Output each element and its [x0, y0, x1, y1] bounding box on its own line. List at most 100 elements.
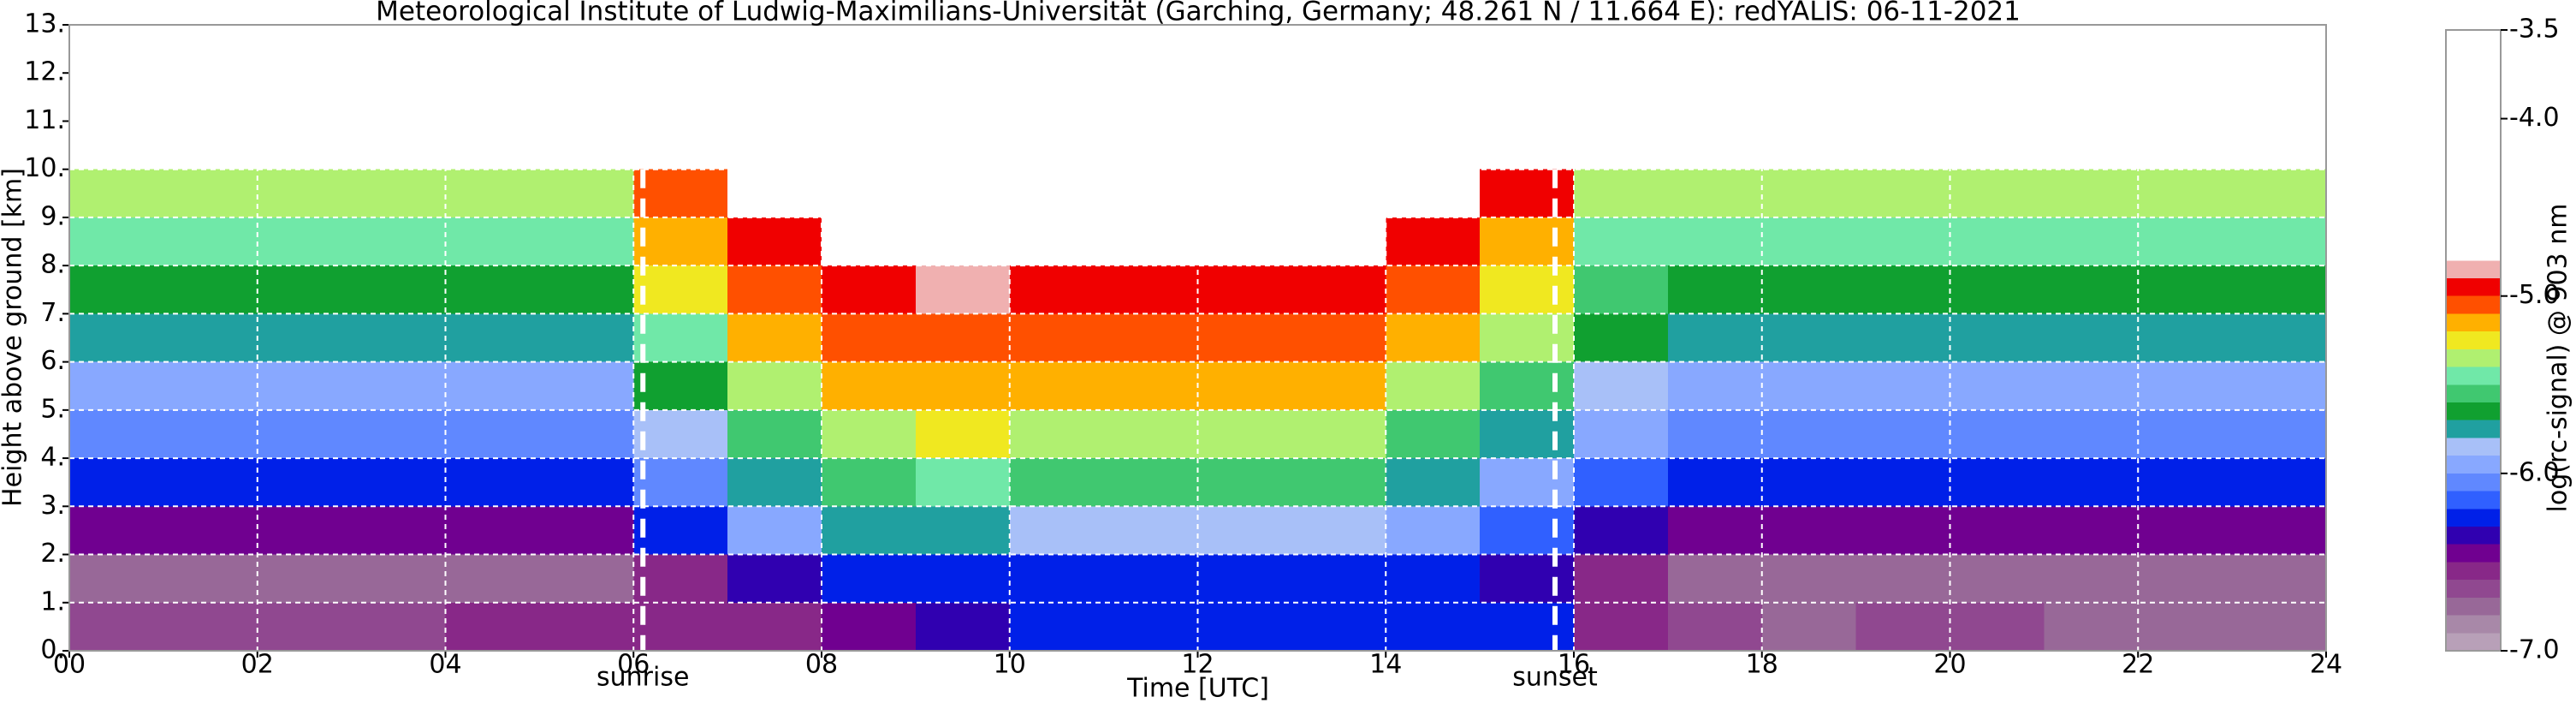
heatmap-cell: [1855, 361, 1950, 410]
heatmap-cell: [915, 361, 1010, 410]
heatmap-cell: [2044, 265, 2139, 314]
heatmap-cell: [539, 265, 634, 314]
heatmap-cell: [2232, 265, 2326, 314]
colorbar-segment: [2446, 278, 2501, 296]
heatmap-cell: [1761, 458, 1856, 507]
heatmap-cell: [1009, 506, 1104, 555]
x-tick-label: 12: [1181, 650, 1214, 680]
colorbar-segment: [2446, 509, 2501, 527]
heatmap-cell: [163, 458, 258, 507]
heatmap-cell: [1480, 217, 1574, 266]
heatmap-cell: [1103, 409, 1198, 459]
colorbar-tick-label: -6.0: [2509, 457, 2560, 487]
heatmap-cell: [633, 602, 728, 651]
heatmap-cell: [727, 265, 822, 314]
heatmap-cell: [1950, 602, 2045, 651]
heatmap-cell: [915, 313, 1010, 362]
y-tick-label: 12.: [24, 57, 65, 87]
heatmap-cell: [1291, 217, 1386, 266]
heatmap-cell: [1197, 458, 1292, 507]
heatmap-cell: [1009, 602, 1104, 651]
heatmap-cell: [257, 602, 352, 651]
heatmap-cell: [539, 506, 634, 555]
colorbar-segment: [2446, 580, 2501, 598]
heatmap-cell: [1855, 458, 1950, 507]
heatmap-cell: [1009, 265, 1104, 314]
heatmap-cell: [1480, 409, 1574, 459]
heatmap-cell: [2138, 458, 2233, 507]
heatmap-cell: [822, 409, 916, 459]
heatmap-cell: [351, 169, 446, 217]
heatmap-cell: [1386, 169, 1481, 217]
heatmap-cell: [163, 217, 258, 266]
heatmap-cell: [1103, 602, 1198, 651]
heatmap-cell: [1103, 361, 1198, 410]
heatmap-cell: [1574, 554, 1668, 603]
heatmap-cell: [2138, 554, 2233, 603]
heatmap-cell: [351, 265, 446, 314]
heatmap-cell: [1291, 169, 1386, 217]
heatmap-cell: [822, 265, 916, 314]
heatmap-cell: [1009, 458, 1104, 507]
heatmap-cell: [1197, 169, 1292, 217]
x-tick-label: 20: [1933, 650, 1966, 680]
colorbar-tick-label: -7.0: [2509, 635, 2560, 665]
heatmap-cell: [727, 506, 822, 555]
y-tick-label: 9.: [40, 201, 65, 231]
heatmap-cell: [2232, 361, 2326, 410]
heatmap-cell: [1103, 313, 1198, 362]
heatmap-cell: [2044, 602, 2139, 651]
heatmap-cell: [2138, 602, 2233, 651]
heatmap-cell: [915, 217, 1010, 266]
heatmap-cell: [1291, 458, 1386, 507]
heatmap-cell: [822, 554, 916, 603]
heatmap-cell: [1950, 409, 2045, 459]
heatmap-cell: [69, 313, 163, 362]
heatmap-cell: [351, 409, 446, 459]
heatmap-cell: [2044, 361, 2139, 410]
heatmap-cell: [2138, 313, 2233, 362]
heatmap-cell: [351, 602, 446, 651]
heatmap-cell: [445, 169, 540, 217]
heatmap-cell: [1667, 361, 1762, 410]
colorbar-segment: [2446, 473, 2501, 492]
heatmap-cell: [1197, 554, 1292, 603]
heatmap-cell: [1009, 169, 1104, 217]
heatmap-cell: [1950, 554, 2045, 603]
heatmap-cell: [163, 265, 258, 314]
heatmap-cell: [727, 554, 822, 603]
heatmap-cell: [822, 458, 916, 507]
colorbar-segment: [2446, 30, 2501, 261]
heatmap-cell: [633, 506, 728, 555]
heatmap-cell: [1480, 554, 1574, 603]
heatmap-cell: [1480, 458, 1574, 507]
heatmap-cell: [2044, 554, 2139, 603]
heatmap-cell: [915, 602, 1010, 651]
heatmap-cell: [257, 217, 352, 266]
heatmap-cell: [445, 554, 540, 603]
heatmap-cell: [727, 313, 822, 362]
heatmap-cell: [2044, 169, 2139, 217]
heatmap-cell: [2138, 217, 2233, 266]
heatmap-cell: [445, 409, 540, 459]
colorbar-segment: [2446, 313, 2501, 332]
heatmap-cell: [163, 506, 258, 555]
colorbar-tick-label: -5.0: [2509, 280, 2560, 310]
heatmap-cell: [2138, 361, 2233, 410]
x-axis-label: Time [UTC]: [1126, 674, 1269, 704]
heatmap-cell: [1667, 506, 1762, 555]
colorbar-segment: [2446, 331, 2501, 349]
heatmap-cell: [727, 217, 822, 266]
heatmap-cell: [1855, 409, 1950, 459]
heatmap-cell: [539, 313, 634, 362]
heatmap-cell: [1386, 313, 1481, 362]
heatmap-cell: [1103, 265, 1198, 314]
heatmap-cell: [1574, 409, 1668, 459]
heatmap-cell: [633, 169, 728, 217]
heatmap-cell: [539, 409, 634, 459]
heatmap-cell: [1761, 602, 1856, 651]
heatmap-cell: [1197, 506, 1292, 555]
heatmap-cell: [1574, 506, 1668, 555]
heatmap-cell: [1009, 409, 1104, 459]
heatmap-cell: [1667, 602, 1762, 651]
